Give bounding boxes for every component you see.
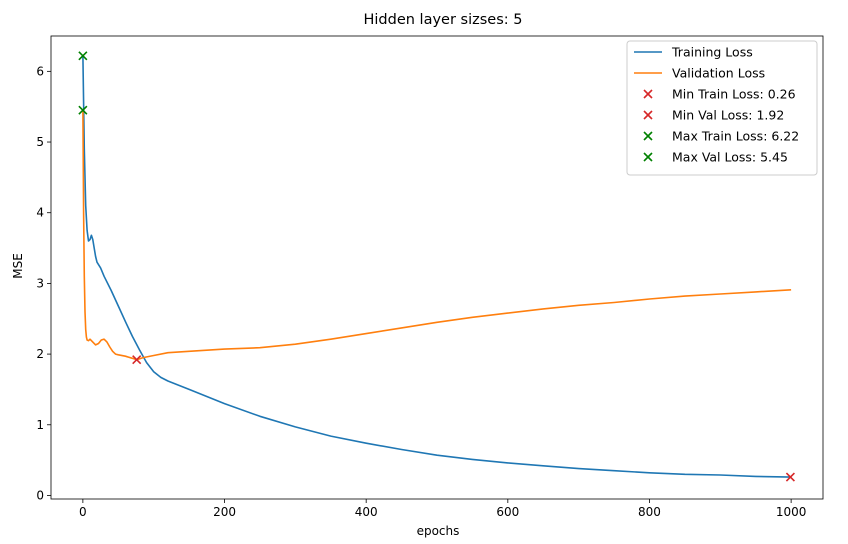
x-tick-label: 0 — [79, 505, 87, 519]
x-axis: 0 200 400 600 800 1000 — [79, 499, 806, 519]
legend-label: Min Val Loss: 1.92 — [672, 108, 784, 123]
y-axis-label: MSE — [11, 253, 25, 279]
y-tick-label: 2 — [36, 347, 44, 361]
x-tick-label: 1000 — [776, 505, 807, 519]
y-tick-label: 3 — [36, 276, 44, 290]
plot-area — [50, 35, 824, 500]
chart-title: Hidden layer sizses: 5 — [364, 12, 523, 28]
y-tick-label: 6 — [36, 64, 44, 78]
y-tick-label: 5 — [36, 135, 44, 149]
y-tick-label: 4 — [36, 206, 44, 220]
legend-box — [626, 40, 818, 176]
x-tick-label: 600 — [496, 505, 519, 519]
min-val-loss-marker — [132, 355, 142, 365]
legend-swatch — [643, 89, 653, 99]
y-axis: 0 1 2 3 4 5 6 — [36, 64, 51, 502]
legend-label: Min Train Loss: 0.26 — [672, 87, 796, 102]
legend-label: Validation Loss — [672, 66, 765, 81]
series-line-training-loss — [82, 55, 792, 478]
legend-item: Min Train Loss: 0.26 — [643, 87, 796, 102]
x-tick-label: 200 — [213, 505, 236, 519]
legend-swatch — [643, 152, 653, 162]
max-train-loss-marker — [78, 51, 88, 61]
legend-item: Min Val Loss: 1.92 — [643, 108, 784, 123]
legend-label: Training Loss — [671, 45, 753, 60]
y-tick-label: 0 — [36, 488, 44, 502]
legend-label: Max Val Loss: 5.45 — [672, 150, 788, 165]
x-tick-label: 800 — [638, 505, 661, 519]
legend-swatch — [643, 131, 653, 141]
max-val-loss-marker — [78, 105, 88, 115]
legend: Training Loss Validation Loss Min Train Lo… — [626, 40, 818, 176]
legend-item: Max Train Loss: 6.22 — [643, 129, 799, 144]
legend-item: Validation Loss — [634, 66, 765, 81]
legend-item: Max Val Loss: 5.45 — [643, 150, 788, 165]
plot-frame — [50, 35, 824, 500]
x-tick-label: 400 — [355, 505, 378, 519]
min-train-loss-marker — [785, 472, 795, 482]
legend-label: Max Train Loss: 6.22 — [672, 129, 799, 144]
x-axis-label: epochs — [417, 524, 460, 538]
legend-swatch — [643, 110, 653, 120]
legend-item: Training Loss — [634, 45, 753, 60]
y-tick-label: 1 — [36, 418, 44, 432]
